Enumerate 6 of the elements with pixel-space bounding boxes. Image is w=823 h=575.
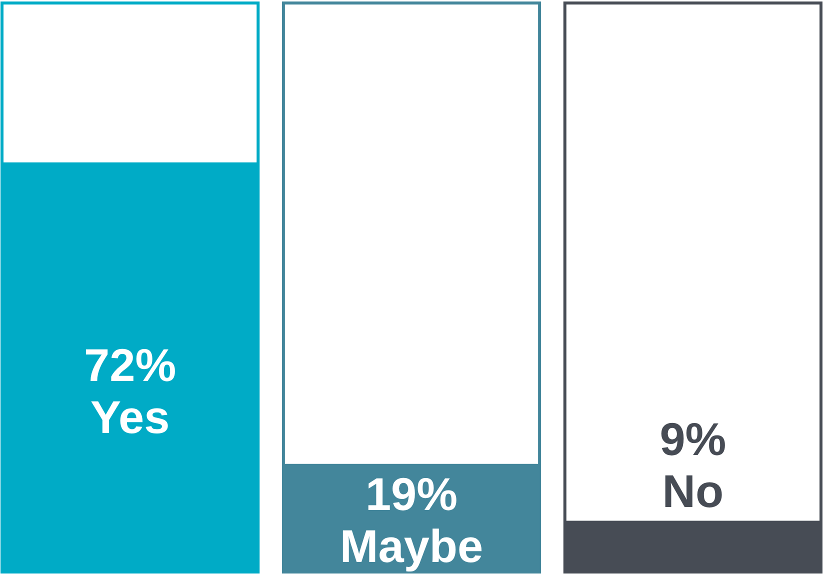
data-label: 19% [365, 468, 458, 520]
x-tick-label: No [662, 464, 724, 517]
x-tick-label: Yes [90, 391, 170, 444]
data-label: 9% [660, 412, 726, 465]
data-label: 72% [84, 339, 176, 392]
x-tick-label: Maybe [340, 520, 484, 572]
